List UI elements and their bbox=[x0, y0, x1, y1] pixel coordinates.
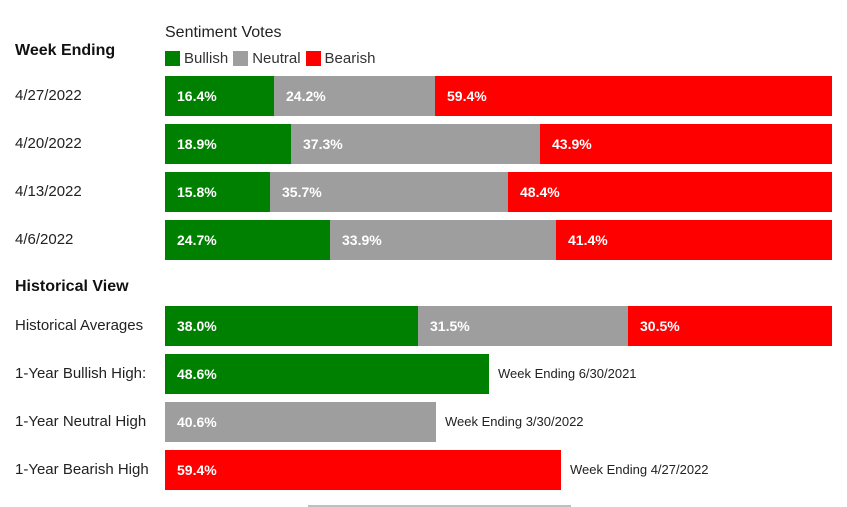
historical-view-heading: Historical View bbox=[15, 278, 129, 295]
week-2-neutral-value: 37.3% bbox=[303, 136, 343, 152]
week-4-bar: 24.7% 33.9% 41.4% bbox=[165, 220, 832, 260]
week-1-bullish-value: 16.4% bbox=[177, 88, 217, 104]
legend-swatch-neutral bbox=[233, 51, 249, 66]
week-2-bullish-segment bbox=[165, 124, 291, 164]
legend-label-bearish: Bearish bbox=[324, 50, 376, 67]
historical-averages-bearish-segment bbox=[628, 306, 832, 346]
high-bearish-label: 1-Year Bearish High bbox=[15, 461, 149, 478]
high-neutral-label: 1-Year Neutral High bbox=[15, 413, 147, 430]
legend-title: Sentiment Votes bbox=[165, 24, 282, 41]
week-1-bearish-segment bbox=[435, 76, 832, 116]
week-2-label: 4/20/2022 bbox=[15, 135, 82, 152]
historical-averages-bullish-value: 38.0% bbox=[177, 318, 217, 334]
historical-averages-neutral-segment bbox=[418, 306, 628, 346]
historical-averages-bearish-value: 30.5% bbox=[640, 318, 680, 334]
high-neutral-note: Week Ending 3/30/2022 bbox=[445, 414, 584, 429]
week-4-bearish-value: 41.4% bbox=[568, 232, 608, 248]
week-1-neutral-value: 24.2% bbox=[286, 88, 326, 104]
week-3-bearish-value: 48.4% bbox=[520, 184, 560, 200]
legend-item-neutral: Neutral bbox=[233, 50, 301, 67]
high-bullish-value: 48.6% bbox=[177, 366, 217, 382]
legend-swatch-bearish bbox=[305, 51, 321, 66]
week-4-bullish-segment bbox=[165, 220, 330, 260]
historical-averages-label: Historical Averages bbox=[15, 317, 144, 334]
high-bearish-value: 59.4% bbox=[177, 462, 217, 478]
week-3-neutral-value: 35.7% bbox=[282, 184, 322, 200]
week-3-bar: 15.8% 35.7% 48.4% bbox=[165, 172, 832, 212]
high-bearish-bar: 59.4% bbox=[165, 450, 561, 490]
week-1-bar: 16.4% 24.2% 59.4% bbox=[165, 76, 832, 116]
legend-label-bullish: Bullish bbox=[184, 50, 229, 67]
high-neutral-value: 40.6% bbox=[177, 414, 217, 430]
week-1-bullish-segment bbox=[165, 76, 274, 116]
week-4-bullish-value: 24.7% bbox=[177, 232, 217, 248]
week-1-bearish-value: 59.4% bbox=[447, 88, 487, 104]
week-2-neutral-segment bbox=[291, 124, 540, 164]
high-bearish-note: Week Ending 4/27/2022 bbox=[570, 462, 709, 477]
week-3-bullish-value: 15.8% bbox=[177, 184, 217, 200]
week-1-label: 4/27/2022 bbox=[15, 87, 82, 104]
week-ending-heading: Week Ending bbox=[15, 42, 116, 59]
horizontal-scrollbar[interactable] bbox=[308, 505, 571, 507]
historical-averages-neutral-value: 31.5% bbox=[430, 318, 470, 334]
week-4-neutral-value: 33.9% bbox=[342, 232, 382, 248]
legend-item-bullish: Bullish bbox=[165, 50, 228, 67]
week-3-neutral-segment bbox=[270, 172, 508, 212]
historical-averages-bullish-segment bbox=[165, 306, 418, 346]
legend-swatch-bullish bbox=[165, 51, 180, 66]
week-4-bearish-segment bbox=[556, 220, 832, 260]
high-bullish-label: 1-Year Bullish High: bbox=[15, 365, 147, 382]
legend-label-neutral: Neutral bbox=[252, 50, 301, 67]
week-2-bearish-segment bbox=[540, 124, 832, 164]
legend: Bullish Neutral Bearish bbox=[165, 50, 380, 67]
legend-item-bearish: Bearish bbox=[305, 50, 376, 67]
historical-averages-bar: 38.0% 31.5% 30.5% bbox=[165, 306, 832, 346]
high-neutral-bar: 40.6% bbox=[165, 402, 436, 442]
week-4-neutral-segment bbox=[330, 220, 556, 260]
week-4-label: 4/6/2022 bbox=[15, 231, 74, 248]
week-2-bullish-value: 18.9% bbox=[177, 136, 217, 152]
high-bullish-bar: 48.6% bbox=[165, 354, 489, 394]
week-2-bearish-value: 43.9% bbox=[552, 136, 592, 152]
week-3-bullish-segment bbox=[165, 172, 270, 212]
week-1-neutral-segment bbox=[274, 76, 435, 116]
week-3-label: 4/13/2022 bbox=[15, 183, 82, 200]
week-3-bearish-segment bbox=[508, 172, 832, 212]
week-2-bar: 18.9% 37.3% 43.9% bbox=[165, 124, 832, 164]
high-bullish-note: Week Ending 6/30/2021 bbox=[498, 366, 637, 381]
